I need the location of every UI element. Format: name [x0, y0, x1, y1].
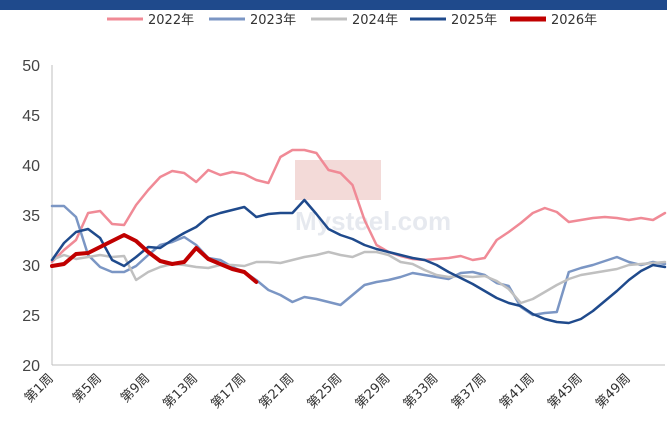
x-tick-label: 第25周: [305, 371, 346, 412]
legend-label: 2025年: [451, 13, 497, 28]
plot-area: [50, 148, 667, 325]
x-tick-label: 第1周: [22, 371, 57, 406]
x-tick-label: 第33周: [401, 371, 442, 412]
legend-label: 2026年: [551, 13, 597, 28]
y-tick-label: 35: [22, 208, 40, 225]
series-line-2022: [50, 148, 667, 264]
x-tick-label: 第41周: [497, 371, 538, 412]
x-tick-label: 第5周: [70, 371, 105, 406]
series-line-2026: [50, 233, 259, 284]
x-tick-label: 第49周: [593, 371, 634, 412]
y-tick-label: 50: [22, 58, 40, 75]
x-tick-label: 第45周: [545, 371, 586, 412]
x-axis: 第1周 第5周 第9周 第13周 第17周 第21周 第25周 第29周 第33周 第37周 第41…: [22, 364, 665, 412]
y-tick-label: 25: [22, 308, 40, 325]
legend-label: 2024年: [352, 13, 398, 28]
series-line-2024: [50, 250, 667, 305]
y-tick-label: 45: [22, 108, 40, 125]
legend-label: 2022年: [148, 13, 194, 28]
x-tick-label: 第9周: [118, 371, 153, 406]
x-tick-label: 第17周: [208, 371, 249, 412]
x-tick-label: 第37周: [449, 371, 490, 412]
series-line-2023: [50, 204, 667, 317]
x-tick-label: 第13周: [160, 371, 201, 412]
chart-legend: 2022年 2023年 2024年 2025年 2026年: [107, 13, 597, 28]
series-line-2025: [50, 198, 667, 325]
x-tick-label: 第29周: [353, 371, 394, 412]
legend-label: 2023年: [250, 13, 296, 28]
y-tick-label: 20: [22, 358, 40, 375]
x-tick-label: 第21周: [257, 371, 298, 412]
y-axis: 20 25 30 35 40 45 50: [22, 58, 53, 375]
y-tick-label: 40: [22, 158, 40, 175]
y-tick-label: 30: [22, 258, 40, 275]
top-header-band: [0, 0, 667, 10]
